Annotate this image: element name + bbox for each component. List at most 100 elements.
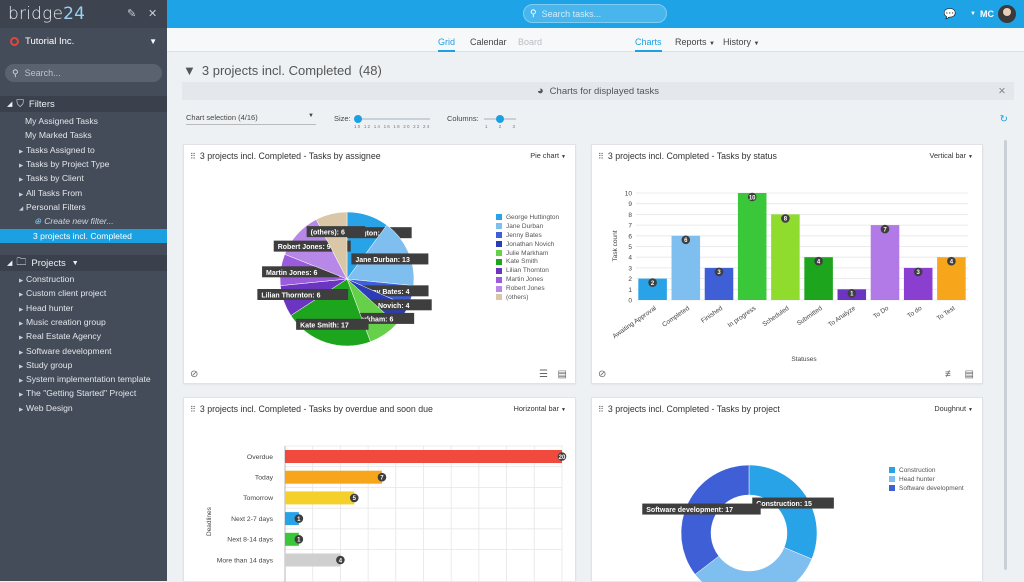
chart-type-dropdown[interactable]: Vertical bar ▼ [930, 151, 974, 160]
data-label-bg [262, 266, 340, 278]
avatar[interactable] [998, 5, 1016, 23]
tab-charts[interactable]: Charts [635, 37, 662, 52]
projects-section-header[interactable]: ◢ 🗀 Projects ▼ [0, 255, 167, 271]
tab-grid[interactable]: Grid [438, 37, 456, 52]
size-slider-knob[interactable] [354, 115, 362, 123]
bar[interactable] [285, 553, 341, 567]
bar[interactable] [671, 235, 701, 300]
hide-icon[interactable]: ⊘ [190, 369, 199, 380]
legend-item[interactable]: Julie Markham [496, 249, 559, 258]
legend-item[interactable]: Software development [889, 484, 964, 493]
chat-icon[interactable]: 💬 [943, 8, 957, 20]
close-icon[interactable]: ✕ [148, 8, 158, 20]
table-icon[interactable]: ≢ [945, 369, 955, 380]
chart-selection-dropdown[interactable]: Chart selection (4/16) ▼ [186, 113, 316, 125]
columns-slider[interactable] [484, 115, 516, 123]
tab-history[interactable]: History ▼ [723, 37, 759, 47]
top-bar: ⚲ Search tasks... 💬 ▼ MC [167, 0, 1024, 28]
drag-handle-icon[interactable]: ⠿ [598, 151, 604, 161]
bar-value-badge [814, 256, 823, 266]
drag-handle-icon[interactable]: ⠿ [190, 151, 196, 161]
sidebar-item-filter[interactable]: ▶ Tasks by Client [0, 171, 167, 185]
task-search-input[interactable]: ⚲ Search tasks... [523, 4, 667, 23]
sidebar-item-project[interactable]: ▶ Real Estate Agency [0, 329, 167, 343]
legend-item[interactable]: Head hunter [889, 475, 964, 484]
sidebar-item-project[interactable]: ▶ Music creation group [0, 315, 167, 329]
sidebar-item-active-filter[interactable]: 3 projects incl. Completed [0, 229, 167, 243]
legend-item[interactable]: Jane Durban [496, 222, 559, 231]
bar-value-label: 6 [684, 238, 688, 244]
bar[interactable] [285, 491, 355, 505]
sidebar-item-filter[interactable]: ▶ Tasks Assigned to [0, 143, 167, 157]
bar[interactable] [771, 214, 800, 300]
bar-value-badge [648, 278, 657, 287]
sidebar-item-filter[interactable]: ▶ Tasks by Project Type [0, 157, 167, 171]
chart-type-dropdown[interactable]: Pie chart ▼ [530, 151, 566, 160]
pdf-icon[interactable]: ▤ [557, 369, 567, 380]
pin-icon[interactable]: ✎ [127, 8, 137, 20]
legend-label: Lilian Thornton [506, 267, 549, 275]
pdf-icon[interactable]: ▤ [964, 369, 974, 380]
reports-label: Reports [675, 37, 707, 47]
bar[interactable] [285, 532, 299, 546]
bar[interactable] [285, 512, 299, 526]
sidebar-search-input[interactable]: ⚲ Search... [5, 64, 162, 82]
bar[interactable] [285, 470, 382, 484]
chart-type-dropdown[interactable]: Horizontal bar ▼ [514, 404, 566, 413]
chart-type-dropdown[interactable]: Doughnut ▼ [934, 404, 973, 413]
list-icon[interactable]: ☰ [539, 369, 548, 380]
sidebar-item-project[interactable]: ▶ Study group [0, 358, 167, 372]
bar[interactable] [870, 225, 900, 300]
sidebar-item-project[interactable]: ▶ Web Design [0, 401, 167, 415]
legend-item[interactable]: Jonathan Novich [496, 240, 559, 249]
app-logo[interactable]: bridge24 [8, 4, 86, 24]
sidebar-item-project[interactable]: ▶ System implementation template [0, 372, 167, 386]
sidebar-item-label: All Tasks From [26, 187, 83, 198]
close-icon[interactable]: ✕ [998, 85, 1006, 97]
legend-item[interactable]: Jenny Bates [496, 231, 559, 240]
legend-item[interactable]: Martin Jones [496, 275, 559, 284]
user-initials[interactable]: MC [980, 9, 994, 19]
drag-handle-icon[interactable]: ⠿ [598, 404, 604, 414]
legend-item[interactable]: Construction [889, 466, 964, 475]
chevron-down-icon[interactable]: ▼ [970, 11, 976, 17]
bar[interactable] [285, 450, 562, 463]
pie-legend: George Huttington Jane Durban Jenny Bates J… [496, 213, 559, 302]
legend-item[interactable]: Kate Smith [496, 257, 559, 266]
size-slider[interactable] [354, 115, 430, 123]
tab-calendar[interactable]: Calendar [470, 37, 507, 47]
doughnut-slice[interactable] [694, 547, 813, 582]
sidebar-item-project[interactable]: ▶ Head hunter [0, 301, 167, 315]
legend-item[interactable]: Lilian Thornton [496, 266, 559, 275]
sidebar-item-project[interactable]: ▶ The "Getting Started" Project [0, 386, 167, 400]
legend-item[interactable]: George Huttington [496, 213, 559, 222]
hide-icon[interactable]: ⊘ [598, 369, 607, 380]
y-tick-label: 7 [628, 223, 632, 230]
drag-handle-icon[interactable]: ⠿ [190, 404, 196, 414]
refresh-icon[interactable]: ↻ [999, 114, 1008, 125]
charts-header: ◕ Charts for displayed tasks ✕ [182, 82, 1014, 100]
sidebar-item-filter[interactable]: My Marked Tasks [0, 128, 167, 142]
sidebar-item-label: Tasks by Client [26, 173, 84, 184]
sidebar-item-project[interactable]: ▶ Software development [0, 344, 167, 358]
columns-slider-knob[interactable] [496, 115, 504, 123]
sidebar-item-project[interactable]: ▶ Construction [0, 272, 167, 286]
bar[interactable] [638, 278, 667, 300]
workspace-selector[interactable]: Tutorial Inc. ▼ [10, 36, 157, 47]
bar-value-badge [557, 452, 567, 461]
sidebar-item-filter[interactable]: My Assigned Tasks [0, 114, 167, 128]
tab-reports[interactable]: Reports ▼ [675, 37, 715, 47]
bar-value-badge [781, 214, 790, 223]
scrollbar[interactable] [1004, 140, 1007, 570]
sidebar-item-project[interactable]: ▶ Custom client project [0, 286, 167, 300]
panel-header: ⠿ 3 projects incl. Completed - Tasks by s… [598, 151, 777, 161]
create-filter-link[interactable]: ⊕ Create new filter... [0, 214, 167, 228]
legend-item[interactable]: Robert Jones [496, 284, 559, 293]
doughnut-slice[interactable] [680, 464, 750, 575]
bar[interactable] [737, 193, 767, 300]
legend-item[interactable]: (others) [496, 293, 559, 302]
filters-section-header[interactable]: ◢ ⛉ Filters [0, 96, 167, 112]
sidebar-item-filter[interactable]: ◢ Personal Filters [0, 200, 167, 214]
sidebar-item-filter[interactable]: ▶ All Tasks From [0, 186, 167, 200]
y-axis-title: Deadlines [206, 506, 213, 536]
